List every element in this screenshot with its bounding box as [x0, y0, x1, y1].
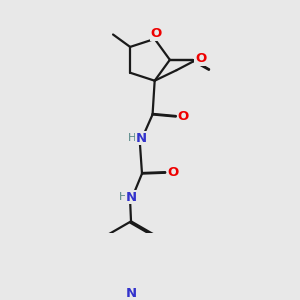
Text: O: O	[178, 110, 189, 123]
Text: N: N	[125, 286, 136, 300]
Text: O: O	[167, 166, 178, 179]
Text: O: O	[195, 52, 206, 65]
Text: N: N	[126, 191, 137, 204]
Text: H: H	[128, 133, 136, 143]
Text: H: H	[118, 192, 127, 202]
Text: N: N	[136, 132, 147, 145]
Text: O: O	[150, 27, 162, 40]
